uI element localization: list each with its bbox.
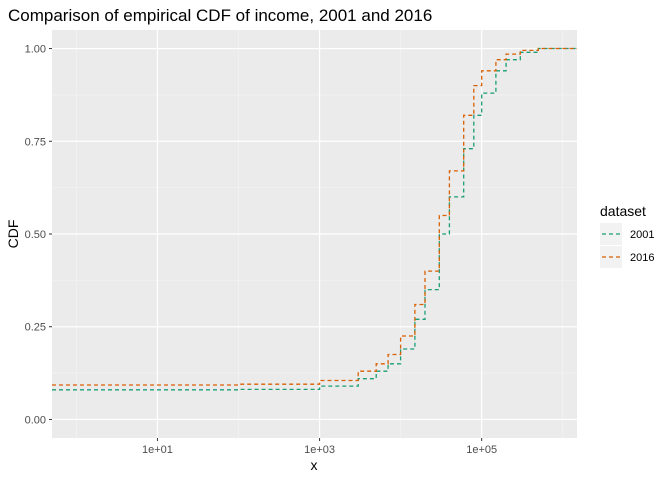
x-axis-title: x: [311, 457, 318, 473]
x-tick-label: 1e+03: [304, 444, 335, 456]
legend-title: dataset: [600, 203, 646, 219]
series-line-2016: [52, 47, 577, 386]
y-tick-label: 0.50: [25, 229, 46, 241]
chart-title: Comparison of empirical CDF of income, 2…: [8, 6, 432, 25]
x-tick-label: 1e+01: [142, 444, 173, 456]
legend-label-2016: 2016: [630, 252, 654, 264]
legend: dataset 2001 2016: [600, 203, 654, 268]
y-tick-label: 0.25: [25, 322, 46, 334]
axis-ticks: [49, 48, 483, 441]
y-axis-title: CDF: [5, 220, 21, 249]
y-tick-label: 1.00: [25, 44, 46, 56]
y-tick-label: 0.75: [25, 136, 46, 148]
y-tick-labels: 0.00 0.25 0.50 0.75 1.00: [25, 44, 46, 427]
series-line-2001: [52, 47, 577, 391]
legend-label-2001: 2001: [630, 229, 654, 241]
x-tick-label: 1e+05: [466, 444, 497, 456]
series-layer: [52, 47, 577, 391]
x-tick-labels: 1e+01 1e+03 1e+05: [142, 444, 497, 456]
y-tick-label: 0.00: [25, 414, 46, 426]
